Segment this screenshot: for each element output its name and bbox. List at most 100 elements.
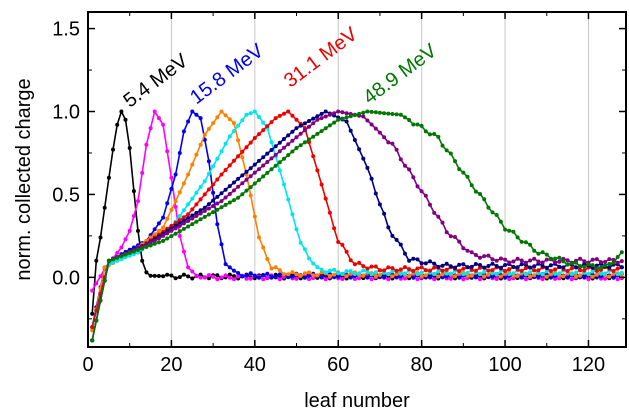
data-point <box>357 276 362 281</box>
data-point <box>315 131 320 136</box>
data-point <box>415 122 420 127</box>
data-point <box>327 274 332 278</box>
data-point <box>557 264 562 269</box>
data-point <box>523 266 528 271</box>
data-point <box>236 138 241 143</box>
data-point <box>277 140 282 145</box>
data-point <box>344 249 349 254</box>
energy-label: 31.1 MeV <box>280 23 362 92</box>
data-point <box>215 273 220 278</box>
data-point <box>219 205 224 210</box>
data-point <box>273 152 278 157</box>
data-point <box>428 275 432 280</box>
data-point <box>599 265 603 270</box>
data-point <box>532 273 537 278</box>
data-point <box>119 257 124 262</box>
x-tick-label: 120 <box>572 354 605 376</box>
data-point <box>507 277 512 281</box>
data-point <box>519 268 524 273</box>
data-point <box>336 271 341 276</box>
data-point <box>390 274 395 279</box>
data-point <box>273 265 278 270</box>
data-point <box>411 269 416 273</box>
data-point <box>553 267 558 272</box>
data-point <box>190 162 195 167</box>
data-point <box>377 130 382 135</box>
data-point <box>486 268 491 273</box>
data-point <box>257 275 261 280</box>
data-point <box>186 265 191 270</box>
data-point <box>619 270 624 275</box>
data-point <box>298 273 303 278</box>
data-point <box>361 110 366 115</box>
data-point <box>211 210 216 215</box>
data-point <box>365 165 370 170</box>
data-point <box>515 256 520 261</box>
data-point <box>261 245 266 250</box>
data-point <box>261 155 266 160</box>
data-point <box>90 288 95 293</box>
data-point <box>161 274 166 279</box>
data-point <box>423 268 428 273</box>
data-point <box>302 121 307 126</box>
data-point <box>315 168 320 173</box>
data-point <box>198 116 203 121</box>
data-point <box>156 116 161 121</box>
data-point <box>369 109 374 114</box>
data-point <box>332 120 337 125</box>
data-point <box>252 170 257 175</box>
data-point <box>156 240 161 245</box>
data-point <box>244 188 249 193</box>
data-point <box>215 201 220 206</box>
data-point <box>390 112 395 116</box>
data-point <box>574 270 578 275</box>
data-point <box>390 141 395 146</box>
data-point <box>177 223 182 228</box>
data-point <box>440 263 445 268</box>
series-line <box>90 109 624 343</box>
data-point <box>603 276 608 281</box>
data-point <box>215 207 220 212</box>
data-point <box>277 268 282 273</box>
data-point <box>206 273 211 278</box>
data-point <box>407 118 412 122</box>
data-point <box>373 270 378 275</box>
data-point <box>528 258 533 263</box>
data-point <box>594 257 599 262</box>
data-point <box>536 271 541 276</box>
data-point <box>461 246 466 251</box>
data-point <box>461 277 466 282</box>
data-point <box>599 260 603 265</box>
data-point <box>136 199 140 204</box>
data-point <box>515 265 520 270</box>
data-point <box>423 129 428 134</box>
data-point <box>273 144 278 149</box>
data-point <box>248 276 253 281</box>
data-point <box>386 225 391 230</box>
data-point <box>277 113 282 118</box>
data-point <box>394 275 399 280</box>
data-point <box>478 192 482 196</box>
data-point <box>98 235 103 240</box>
data-point <box>578 273 583 278</box>
data-point <box>494 277 499 281</box>
data-point <box>173 172 178 177</box>
data-point <box>457 239 462 244</box>
data-point <box>227 163 232 168</box>
data-point <box>365 109 370 114</box>
data-point <box>144 142 149 147</box>
data-point <box>361 264 366 269</box>
data-point <box>186 219 191 223</box>
data-point <box>232 121 236 126</box>
data-point <box>123 252 128 257</box>
data-point <box>511 271 516 276</box>
data-point <box>369 264 374 269</box>
data-point <box>127 146 132 150</box>
data-point <box>148 235 153 240</box>
data-point <box>619 259 624 264</box>
data-point <box>590 269 595 274</box>
data-point <box>569 266 574 271</box>
data-point <box>290 113 295 118</box>
data-point <box>544 257 549 262</box>
